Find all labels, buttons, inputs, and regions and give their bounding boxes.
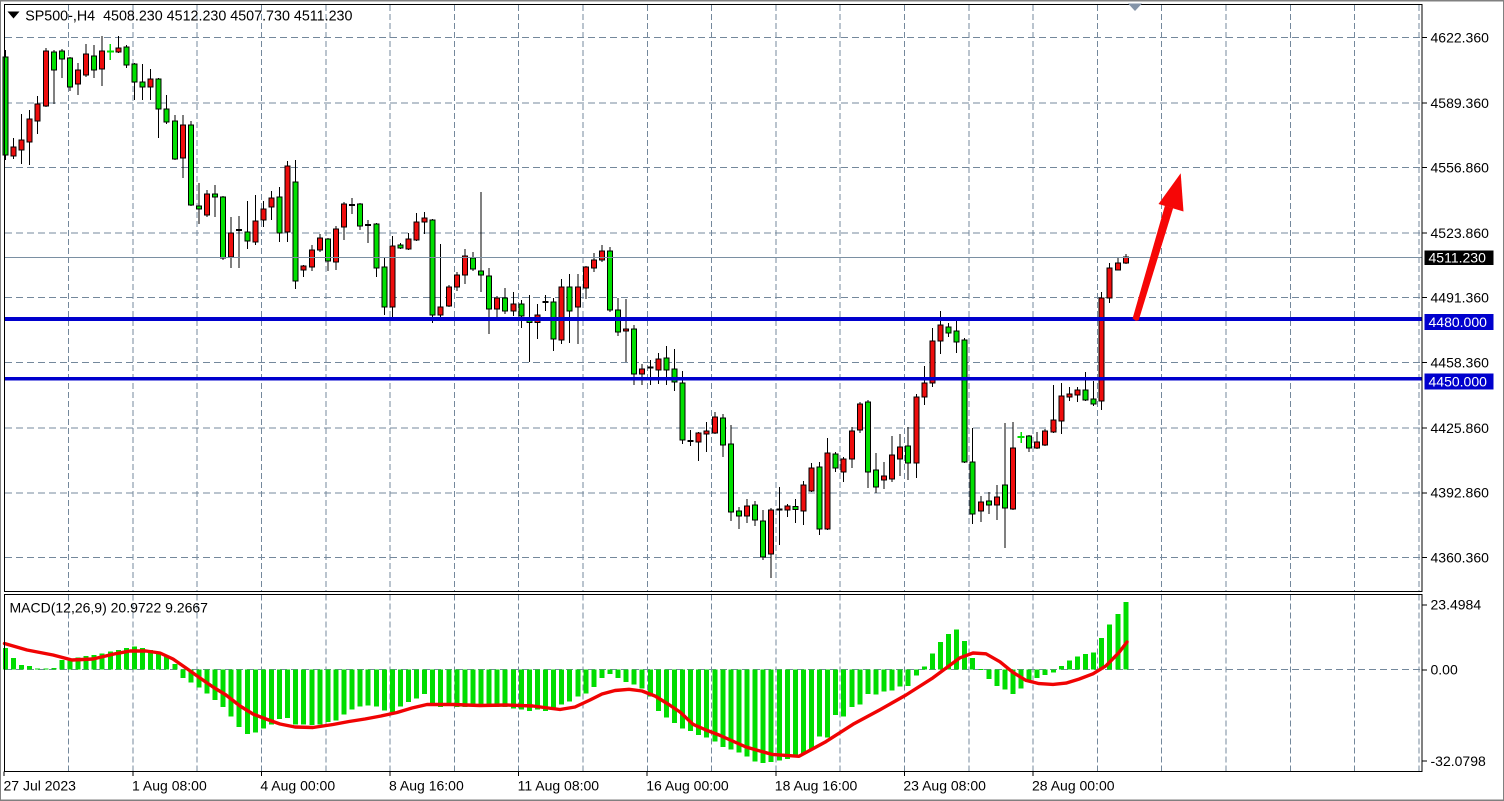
svg-text:4589.360: 4589.360 — [1431, 95, 1490, 111]
svg-text:4458.360: 4458.360 — [1431, 355, 1490, 371]
svg-text:16 Aug 00:00: 16 Aug 00:00 — [646, 778, 729, 794]
svg-text:4622.360: 4622.360 — [1431, 30, 1490, 46]
svg-text:4491.360: 4491.360 — [1431, 290, 1490, 306]
svg-text:8 Aug 16:00: 8 Aug 16:00 — [389, 778, 464, 794]
svg-text:4511.230: 4511.230 — [1429, 250, 1487, 266]
svg-text:4425.860: 4425.860 — [1431, 420, 1490, 436]
svg-text:27 Jul 2023: 27 Jul 2023 — [4, 778, 77, 794]
svg-text:23 Aug 08:00: 23 Aug 08:00 — [903, 778, 986, 794]
svg-text:4556.860: 4556.860 — [1431, 160, 1490, 176]
svg-text:28 Aug 00:00: 28 Aug 00:00 — [1032, 778, 1115, 794]
svg-text:-32.0798: -32.0798 — [1431, 753, 1486, 769]
svg-text:4480.000: 4480.000 — [1429, 314, 1488, 330]
svg-text:18 Aug 16:00: 18 Aug 16:00 — [775, 778, 858, 794]
svg-text:4 Aug 00:00: 4 Aug 00:00 — [260, 778, 335, 794]
svg-text:4450.000: 4450.000 — [1429, 374, 1488, 390]
svg-text:4392.860: 4392.860 — [1431, 485, 1490, 501]
svg-text:4360.360: 4360.360 — [1431, 549, 1490, 565]
svg-text:11 Aug 08:00: 11 Aug 08:00 — [518, 778, 600, 794]
svg-text:MACD(12,26,9) 20.9722 9.2667: MACD(12,26,9) 20.9722 9.2667 — [10, 600, 209, 616]
svg-text:SP500-,H4 4508.230 4512.230 4: SP500-,H4 4508.230 4512.230 4507.730 451… — [25, 9, 352, 25]
svg-text:23.4984: 23.4984 — [1431, 597, 1482, 613]
svg-text:1 Aug 08:00: 1 Aug 08:00 — [132, 778, 207, 794]
svg-text:4523.860: 4523.860 — [1431, 225, 1490, 241]
svg-text:0.00: 0.00 — [1431, 662, 1458, 678]
